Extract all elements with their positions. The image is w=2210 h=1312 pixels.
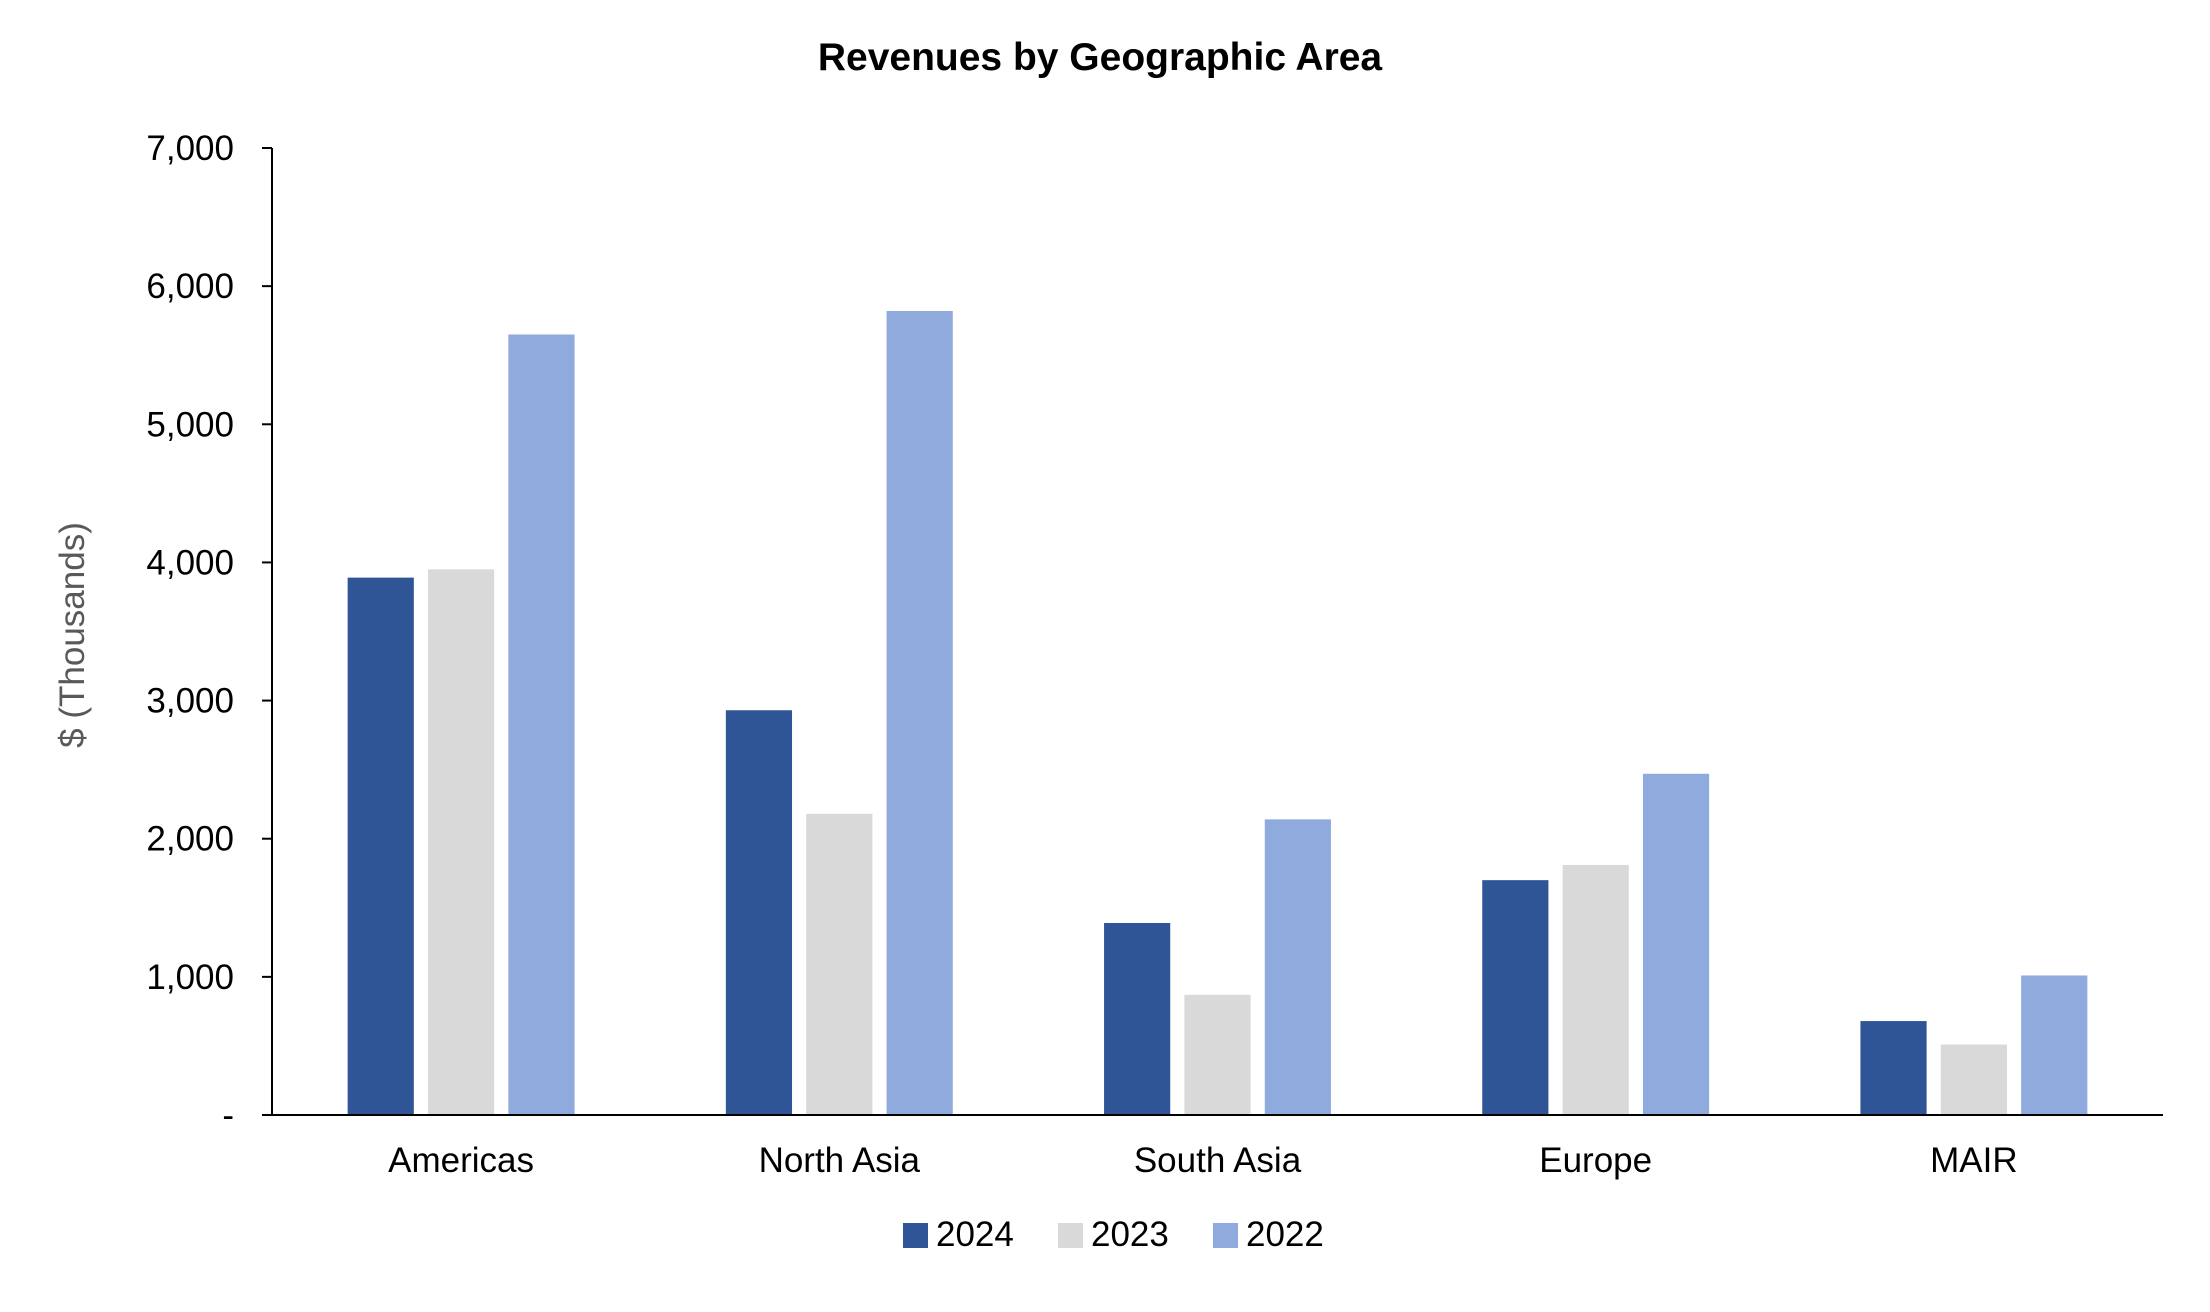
bar-2024-south-asia — [1104, 922, 1171, 1115]
chart-title: Revenues by Geographic Area — [818, 36, 1383, 79]
legend: 2024 2023 2022 — [903, 1215, 1324, 1254]
bar-2023-americas — [428, 569, 495, 1115]
x-tick-label: South Asia — [1134, 1141, 1302, 1180]
bar-2022-americas — [508, 334, 575, 1115]
bar-2024-north-asia — [725, 710, 793, 1115]
y-tick-label: 5,000 — [146, 405, 234, 444]
legend-swatch-2022 — [1213, 1223, 1238, 1248]
bars — [347, 311, 2088, 1116]
bar-2022-south-asia — [1264, 819, 1331, 1115]
bar-2024-europe — [1482, 880, 1549, 1115]
legend-label-2023: 2023 — [1091, 1215, 1169, 1254]
bar-2023-south-asia — [1184, 994, 1251, 1115]
legend-label-2024: 2024 — [936, 1215, 1014, 1254]
y-tick-label: 6,000 — [146, 267, 234, 306]
bar-2022-north-asia — [886, 311, 953, 1116]
bar-2022-mair — [2021, 975, 2088, 1115]
bar-2023-north-asia — [806, 813, 873, 1115]
legend-swatch-2024 — [903, 1223, 928, 1248]
y-tick-label: 7,000 — [146, 129, 234, 168]
bar-2023-europe — [1562, 864, 1629, 1115]
x-axis-labels: Americas North Asia South Asia Europe MAIR — [388, 1141, 2017, 1180]
legend-swatch-2023 — [1058, 1223, 1083, 1248]
y-tick-label: 2,000 — [146, 820, 234, 859]
y-tick-label: 3,000 — [146, 682, 234, 721]
y-tick-label: 4,000 — [146, 543, 234, 582]
bar-2024-americas — [347, 577, 414, 1115]
x-tick-label: MAIR — [1930, 1141, 2018, 1180]
bar-2022-europe — [1642, 773, 1710, 1115]
y-axis-label: $ (Thousands) — [53, 522, 92, 748]
y-tick-label: 1,000 — [146, 958, 234, 997]
legend-label-2022: 2022 — [1246, 1215, 1324, 1254]
y-tick-label: - — [222, 1096, 234, 1135]
x-tick-label: Europe — [1539, 1141, 1652, 1180]
x-tick-label: North Asia — [759, 1141, 921, 1180]
x-tick-label: Americas — [388, 1141, 534, 1180]
y-axis-ticks: - 1,000 2,000 3,000 4,000 5,000 6,000 7,000 — [146, 129, 272, 1135]
bar-2024-mair — [1860, 1021, 1927, 1115]
bar-2023-mair — [1940, 1044, 2007, 1115]
